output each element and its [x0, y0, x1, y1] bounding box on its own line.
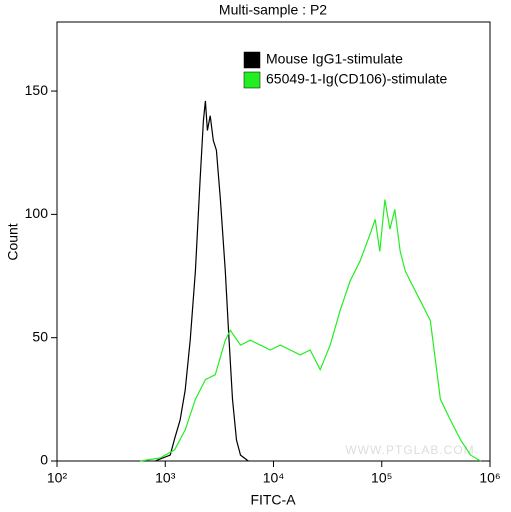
x-tick-label: 10³ [155, 470, 176, 486]
watermark: WWW.PTGLAB.COM [345, 443, 474, 457]
legend-label: Mouse IgG1-stimulate [266, 51, 403, 67]
y-tick-label: 0 [40, 452, 48, 468]
x-tick-label: 10⁵ [371, 470, 392, 486]
legend-swatch [243, 51, 261, 69]
x-tick-label: 10⁴ [263, 470, 285, 486]
series-line [154, 100, 249, 462]
plot-frame [56, 21, 491, 462]
x-tick-label: 10⁶ [479, 470, 500, 486]
y-tick-label: 100 [25, 205, 49, 221]
legend-swatch [243, 71, 261, 89]
y-tick-label: 50 [32, 328, 48, 344]
legend-label: 65049-1-Ig(CD106)-stimulate [266, 71, 448, 87]
y-tick-label: 150 [25, 82, 49, 98]
y-axis-label: Count [5, 223, 21, 260]
chart-title: Multi-sample : P2 [219, 2, 327, 18]
x-axis-label: FITC-A [250, 492, 296, 508]
series-line [140, 199, 482, 462]
x-tick-label: 10² [47, 470, 68, 486]
